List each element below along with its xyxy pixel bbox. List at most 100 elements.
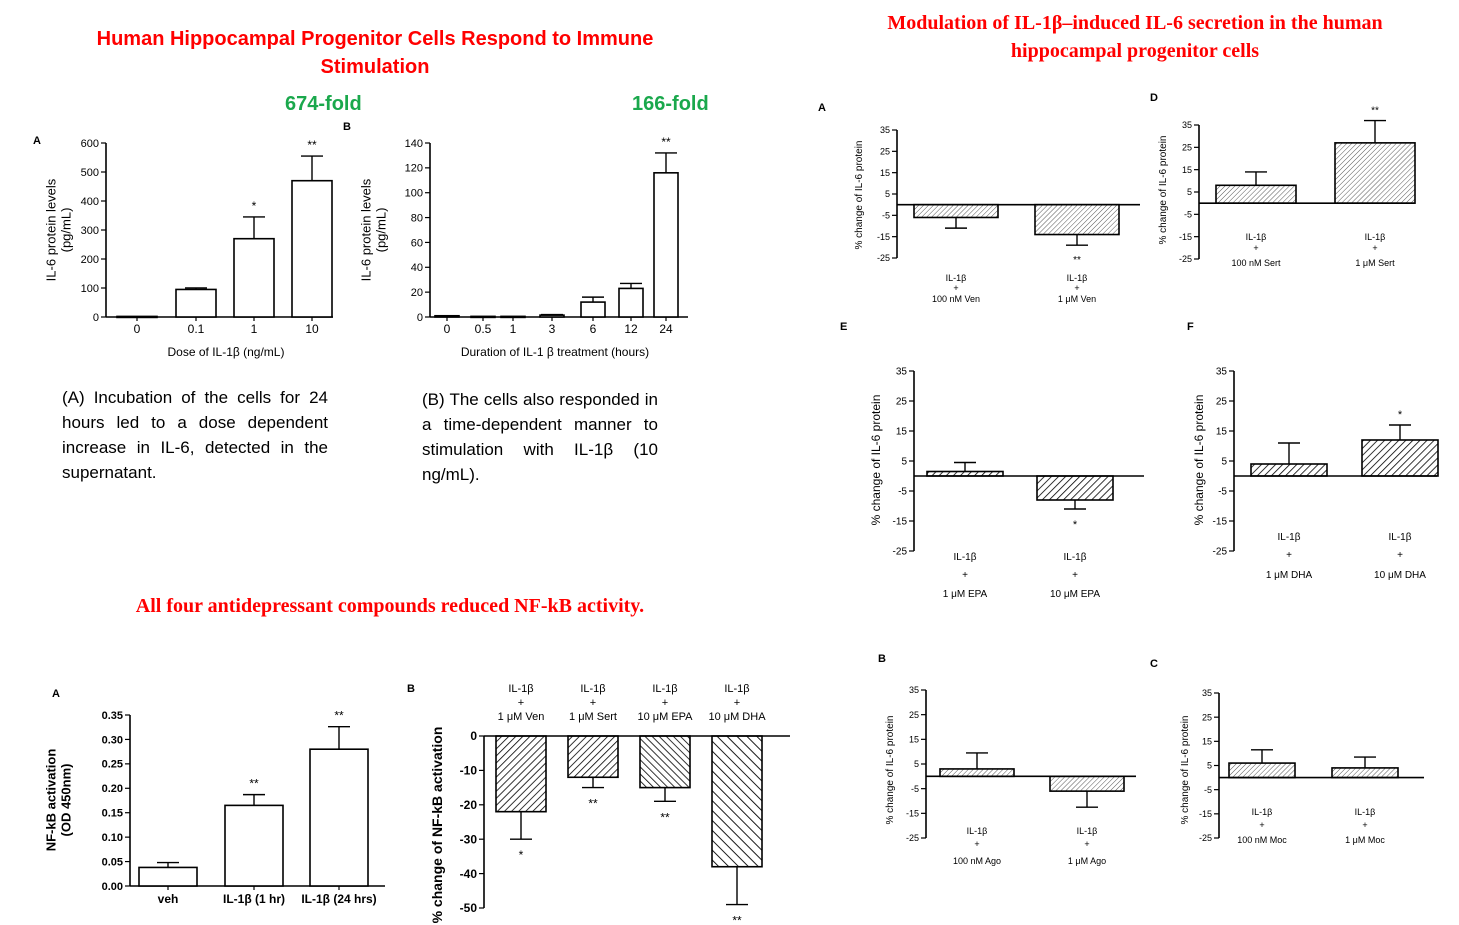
category-label: +: [1259, 820, 1264, 830]
y-tick-label: 0.00: [102, 881, 123, 893]
y-tick-label: -5: [1218, 487, 1227, 498]
y-tick-label: 15: [1202, 736, 1212, 746]
category-label: 100 nM Ven: [932, 294, 980, 304]
y-tick-label: -15: [893, 517, 908, 528]
category-label: IL-1β: [1389, 532, 1412, 543]
panel-letter: A: [818, 102, 826, 114]
y-axis-label: IL-6 protein levels: [44, 178, 59, 281]
y-tick-label: 80: [411, 212, 423, 224]
category-label: IL-1β: [967, 826, 988, 836]
caption-dose: (A) Incubation of the cells for 24 hours…: [62, 388, 328, 482]
y-tick-label: -10: [460, 764, 478, 778]
y-tick-label: 25: [1182, 142, 1192, 152]
y-tick-label: 0.25: [102, 759, 123, 771]
y-tick-label: 0.15: [102, 808, 123, 820]
y-tick-label: 0.20: [102, 783, 123, 795]
y-tick-label: -15: [1199, 809, 1212, 819]
category-label: +: [1084, 839, 1089, 849]
y-tick-label: 35: [909, 685, 919, 695]
y-axis-label: % change of IL-6 protein: [1158, 136, 1169, 245]
category-label: 100 nM Ago: [953, 856, 1001, 866]
category-label: 0.1: [188, 322, 205, 336]
y-tick-label: 0: [470, 729, 477, 743]
category-label: +: [662, 697, 668, 709]
y-tick-label: 25: [896, 397, 908, 408]
y-tick-label: -15: [906, 808, 919, 818]
y-tick-label: -30: [460, 832, 478, 846]
panel-letter: B: [407, 683, 415, 695]
y-tick-label: 35: [1216, 367, 1228, 378]
y-tick-label: 0: [417, 312, 423, 324]
category-label: IL-1β: [580, 683, 605, 695]
y-tick-label: 60: [411, 237, 423, 249]
significance-label: **: [660, 810, 670, 824]
category-label: +: [590, 697, 596, 709]
y-tick-label: -50: [460, 901, 478, 915]
y-tick-label: 25: [1202, 712, 1212, 722]
category-label: +: [962, 570, 968, 581]
y-tick-label: -25: [1179, 254, 1192, 264]
category-label: 6: [590, 322, 597, 336]
y-tick-label: -5: [911, 784, 919, 794]
significance-label: **: [588, 797, 598, 811]
y-tick-label: 600: [81, 138, 99, 150]
y-tick-label: 25: [1216, 397, 1228, 408]
category-label: IL-1β: [1067, 273, 1088, 283]
category-label: +: [1074, 283, 1079, 293]
category-label: IL-1β: [1252, 807, 1273, 817]
y-tick-label: -15: [877, 232, 890, 242]
y-tick-label: 5: [914, 759, 919, 769]
category-label: IL-1β: [1064, 552, 1087, 563]
y-axis-label: % change of IL-6 protein: [1180, 716, 1191, 825]
category-label: IL-1β: [724, 683, 749, 695]
panel-letter: C: [1150, 658, 1158, 670]
y-tick-label: -15: [1179, 232, 1192, 242]
y-tick-label: 15: [896, 427, 908, 438]
category-label: +: [1372, 243, 1377, 253]
category-label: IL-1β: [1246, 232, 1267, 242]
panel-letter: E: [840, 321, 847, 333]
y-tick-label: -25: [893, 547, 908, 558]
y-tick-label: 0: [93, 312, 99, 324]
category-label: 10 μM DHA: [1374, 570, 1426, 581]
y-axis-label: IL-6 protein levels: [359, 178, 374, 281]
category-label: 1 μM Ven: [498, 711, 545, 723]
y-tick-label: 35: [896, 367, 908, 378]
bar: [711, 735, 763, 868]
category-label: +: [1072, 570, 1078, 581]
category-label: +: [1253, 243, 1258, 253]
y-tick-label: -5: [1204, 785, 1212, 795]
y-tick-label: -25: [1213, 547, 1228, 558]
significance-label: **: [1371, 106, 1379, 117]
y-tick-label: 15: [909, 734, 919, 744]
y-axis-label: NF-kB activation: [44, 749, 59, 852]
category-label: 1 μM EPA: [943, 589, 988, 600]
y-axis-label: % change of IL-6 protein: [885, 716, 896, 825]
y-tick-label: 0.05: [102, 856, 123, 868]
category-label: IL-1β: [954, 552, 977, 563]
panel-letter: A: [52, 688, 60, 700]
y-tick-label: 400: [81, 196, 99, 208]
bar: [1228, 762, 1296, 779]
y-tick-label: 35: [1202, 688, 1212, 698]
significance-label: *: [519, 848, 524, 862]
bar: [291, 179, 333, 318]
category-label: +: [1286, 550, 1292, 561]
y-axis-label: % change of IL-6 protein: [869, 395, 883, 526]
title-nfkb-reduction: All four antidepressant compounds reduce…: [135, 595, 645, 617]
y-tick-label: 5: [1187, 187, 1192, 197]
y-tick-label: -20: [460, 798, 478, 812]
y-tick-label: 35: [1182, 120, 1192, 130]
fold-label-time: 166-fold: [632, 93, 709, 115]
y-axis-label: (pg/mL): [59, 208, 74, 253]
y-tick-label: 5: [1207, 761, 1212, 771]
category-label: 1 μM Sert: [569, 711, 617, 723]
panel-letter: B: [343, 121, 351, 133]
category-label: IL-1β (24 hrs): [301, 892, 376, 906]
significance-label: *: [1073, 519, 1078, 531]
category-label: 24: [659, 322, 673, 336]
category-label: +: [1397, 550, 1403, 561]
bar: [1036, 475, 1114, 501]
